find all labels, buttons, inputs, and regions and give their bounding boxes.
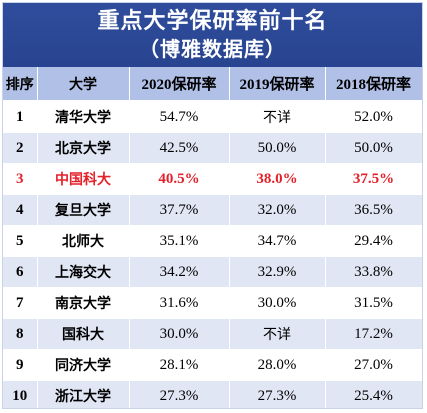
rate-2020-cell: 35.1% bbox=[129, 225, 230, 257]
rank-cell: 10 bbox=[3, 380, 38, 408]
rank-cell: 9 bbox=[3, 349, 38, 381]
rate-2020-cell: 31.6% bbox=[129, 287, 230, 319]
table-body: 1 清华大学 54.7% 不详 52.0% 2 北京大学 42.5% 50.0% 50.0% 3 中国… bbox=[3, 101, 422, 408]
university-cell: 浙江大学 bbox=[37, 380, 130, 408]
rate-2019-cell: 50.0% bbox=[229, 132, 326, 164]
rate-2020-cell: 34.2% bbox=[129, 256, 230, 288]
university-cell: 国科大 bbox=[37, 318, 130, 350]
university-cell: 同济大学 bbox=[37, 349, 130, 381]
title-banner: 重点大学保研率前十名 （博雅数据库） bbox=[3, 3, 422, 67]
ranking-card: 重点大学保研率前十名 （博雅数据库） 排序 大学 2020保研率 2019保研率… bbox=[2, 2, 423, 409]
rate-2018-cell: 25.4% bbox=[325, 380, 422, 408]
table-row: 2 北京大学 42.5% 50.0% 50.0% bbox=[3, 132, 422, 164]
rate-2020-cell: 28.1% bbox=[129, 349, 230, 381]
rate-2020-cell: 40.5% bbox=[129, 163, 230, 195]
header-2020-rate: 2020保研率 bbox=[129, 67, 230, 102]
rank-cell: 6 bbox=[3, 256, 38, 288]
university-cell: 北京大学 bbox=[37, 132, 130, 164]
rate-2019-cell: 30.0% bbox=[229, 287, 326, 319]
table-row: 10 浙江大学 27.3% 27.3% 25.4% bbox=[3, 380, 422, 408]
rate-2019-cell: 不详 bbox=[229, 101, 326, 133]
table-row: 5 北师大 35.1% 34.7% 29.4% bbox=[3, 225, 422, 257]
header-2019-rate: 2019保研率 bbox=[229, 67, 326, 102]
university-cell: 北师大 bbox=[37, 225, 130, 257]
header-2018-rate: 2018保研率 bbox=[325, 67, 422, 102]
header-university: 大学 bbox=[37, 67, 130, 102]
rank-cell: 3 bbox=[3, 163, 38, 195]
page-subtitle: （博雅数据库） bbox=[139, 37, 286, 61]
header-rank: 排序 bbox=[3, 67, 38, 102]
university-cell: 中国科大 bbox=[37, 163, 130, 195]
rate-2020-cell: 42.5% bbox=[129, 132, 230, 164]
rate-2019-cell: 不详 bbox=[229, 318, 326, 350]
table-row: 4 复旦大学 37.7% 32.0% 36.5% bbox=[3, 194, 422, 226]
page-title: 重点大学保研率前十名 bbox=[97, 9, 328, 34]
rate-2019-cell: 27.3% bbox=[229, 380, 326, 408]
rank-cell: 1 bbox=[3, 101, 38, 133]
rate-2018-cell: 29.4% bbox=[325, 225, 422, 257]
rank-cell: 4 bbox=[3, 194, 38, 226]
ranking-table: 排序 大学 2020保研率 2019保研率 2018保研率 1 清华大学 54.7%… bbox=[3, 67, 422, 408]
table-row: 6 上海交大 34.2% 32.9% 33.8% bbox=[3, 256, 422, 288]
rank-cell: 8 bbox=[3, 318, 38, 350]
rate-2019-cell: 28.0% bbox=[229, 349, 326, 381]
rate-2018-cell: 33.8% bbox=[325, 256, 422, 288]
university-cell: 复旦大学 bbox=[37, 194, 130, 226]
rate-2018-cell: 27.0% bbox=[325, 349, 422, 381]
rank-cell: 2 bbox=[3, 132, 38, 164]
rate-2018-cell: 50.0% bbox=[325, 132, 422, 164]
rate-2018-cell: 37.5% bbox=[325, 163, 422, 195]
rate-2018-cell: 36.5% bbox=[325, 194, 422, 226]
table-row-highlighted: 3 中国科大 40.5% 38.0% 37.5% bbox=[3, 163, 422, 195]
rate-2019-cell: 34.7% bbox=[229, 225, 326, 257]
rate-2020-cell: 37.7% bbox=[129, 194, 230, 226]
university-cell: 上海交大 bbox=[37, 256, 130, 288]
table-row: 8 国科大 30.0% 不详 17.2% bbox=[3, 318, 422, 350]
rate-2018-cell: 52.0% bbox=[325, 101, 422, 133]
rate-2019-cell: 38.0% bbox=[229, 163, 326, 195]
rate-2020-cell: 54.7% bbox=[129, 101, 230, 133]
rate-2020-cell: 27.3% bbox=[129, 380, 230, 408]
rank-cell: 5 bbox=[3, 225, 38, 257]
table-row: 7 南京大学 31.6% 30.0% 31.5% bbox=[3, 287, 422, 319]
university-cell: 南京大学 bbox=[37, 287, 130, 319]
rate-2019-cell: 32.9% bbox=[229, 256, 326, 288]
rank-cell: 7 bbox=[3, 287, 38, 319]
rate-2018-cell: 31.5% bbox=[325, 287, 422, 319]
table-row: 1 清华大学 54.7% 不详 52.0% bbox=[3, 101, 422, 133]
university-cell: 清华大学 bbox=[37, 101, 130, 133]
rate-2019-cell: 32.0% bbox=[229, 194, 326, 226]
rate-2018-cell: 17.2% bbox=[325, 318, 422, 350]
table-header-row: 排序 大学 2020保研率 2019保研率 2018保研率 bbox=[3, 67, 422, 102]
table-row: 9 同济大学 28.1% 28.0% 27.0% bbox=[3, 349, 422, 381]
rate-2020-cell: 30.0% bbox=[129, 318, 230, 350]
